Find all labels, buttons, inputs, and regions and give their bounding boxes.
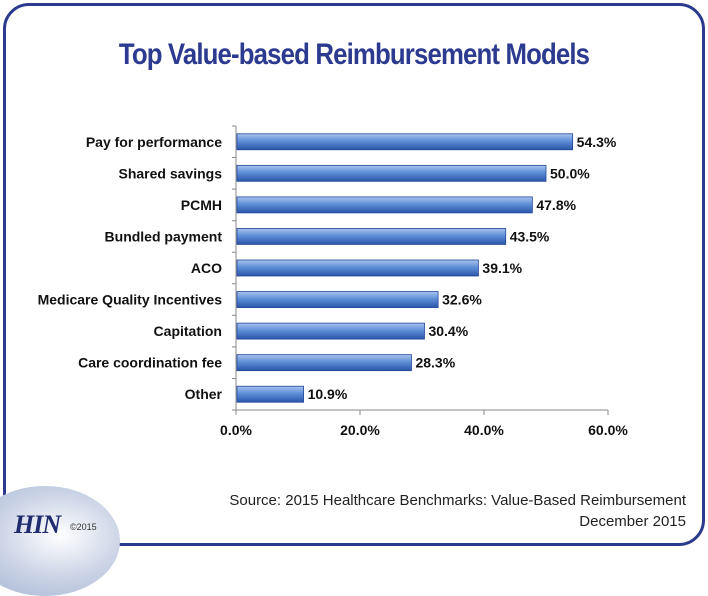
bar xyxy=(236,354,412,372)
hin-logo: HIN xyxy=(14,510,61,539)
data-label: 50.0% xyxy=(550,165,590,181)
bar xyxy=(236,322,425,340)
data-label: 28.3% xyxy=(415,355,455,371)
data-label: 32.6% xyxy=(442,292,482,308)
data-label: 43.5% xyxy=(510,228,550,244)
category-label: Other xyxy=(185,386,223,402)
bar xyxy=(236,164,547,182)
category-label: Bundled payment xyxy=(105,228,223,244)
bar xyxy=(236,196,533,214)
bar xyxy=(236,228,507,245)
category-label: Medicare Quality Incentives xyxy=(38,292,223,308)
x-tick-label: 60.0% xyxy=(588,422,628,438)
category-label: PCMH xyxy=(181,197,222,213)
bar-chart: 0.0% 20.0% 40.0% 60.0% Pay for performance 54… xyxy=(38,125,628,438)
bar xyxy=(236,385,304,403)
data-label: 39.1% xyxy=(482,260,522,276)
category-label: Pay for performance xyxy=(86,134,222,150)
data-label: 54.3% xyxy=(577,134,617,150)
category-label: Shared savings xyxy=(119,165,223,181)
bar xyxy=(236,259,479,277)
bar xyxy=(236,291,439,308)
x-tick-label: 40.0% xyxy=(464,422,504,438)
data-label: 10.9% xyxy=(308,386,348,402)
category-label: Capitation xyxy=(154,323,222,339)
data-label: 30.4% xyxy=(428,323,468,339)
data-label: 47.8% xyxy=(536,197,576,213)
source-line-1: Source: 2015 Healthcare Benchmarks: Valu… xyxy=(229,492,686,509)
chart-title: Top Value-based Reimbursement Models xyxy=(118,38,590,71)
x-tick-label: 0.0% xyxy=(220,422,252,438)
source-note: Source: 2015 Healthcare Benchmarks: Valu… xyxy=(229,490,686,532)
source-line-2: December 2015 xyxy=(579,513,686,530)
bar xyxy=(236,133,574,151)
category-label: Care coordination fee xyxy=(78,355,222,371)
copyright-text: ©2015 xyxy=(70,522,97,532)
x-tick-label: 20.0% xyxy=(340,422,380,438)
category-label: ACO xyxy=(191,260,222,276)
